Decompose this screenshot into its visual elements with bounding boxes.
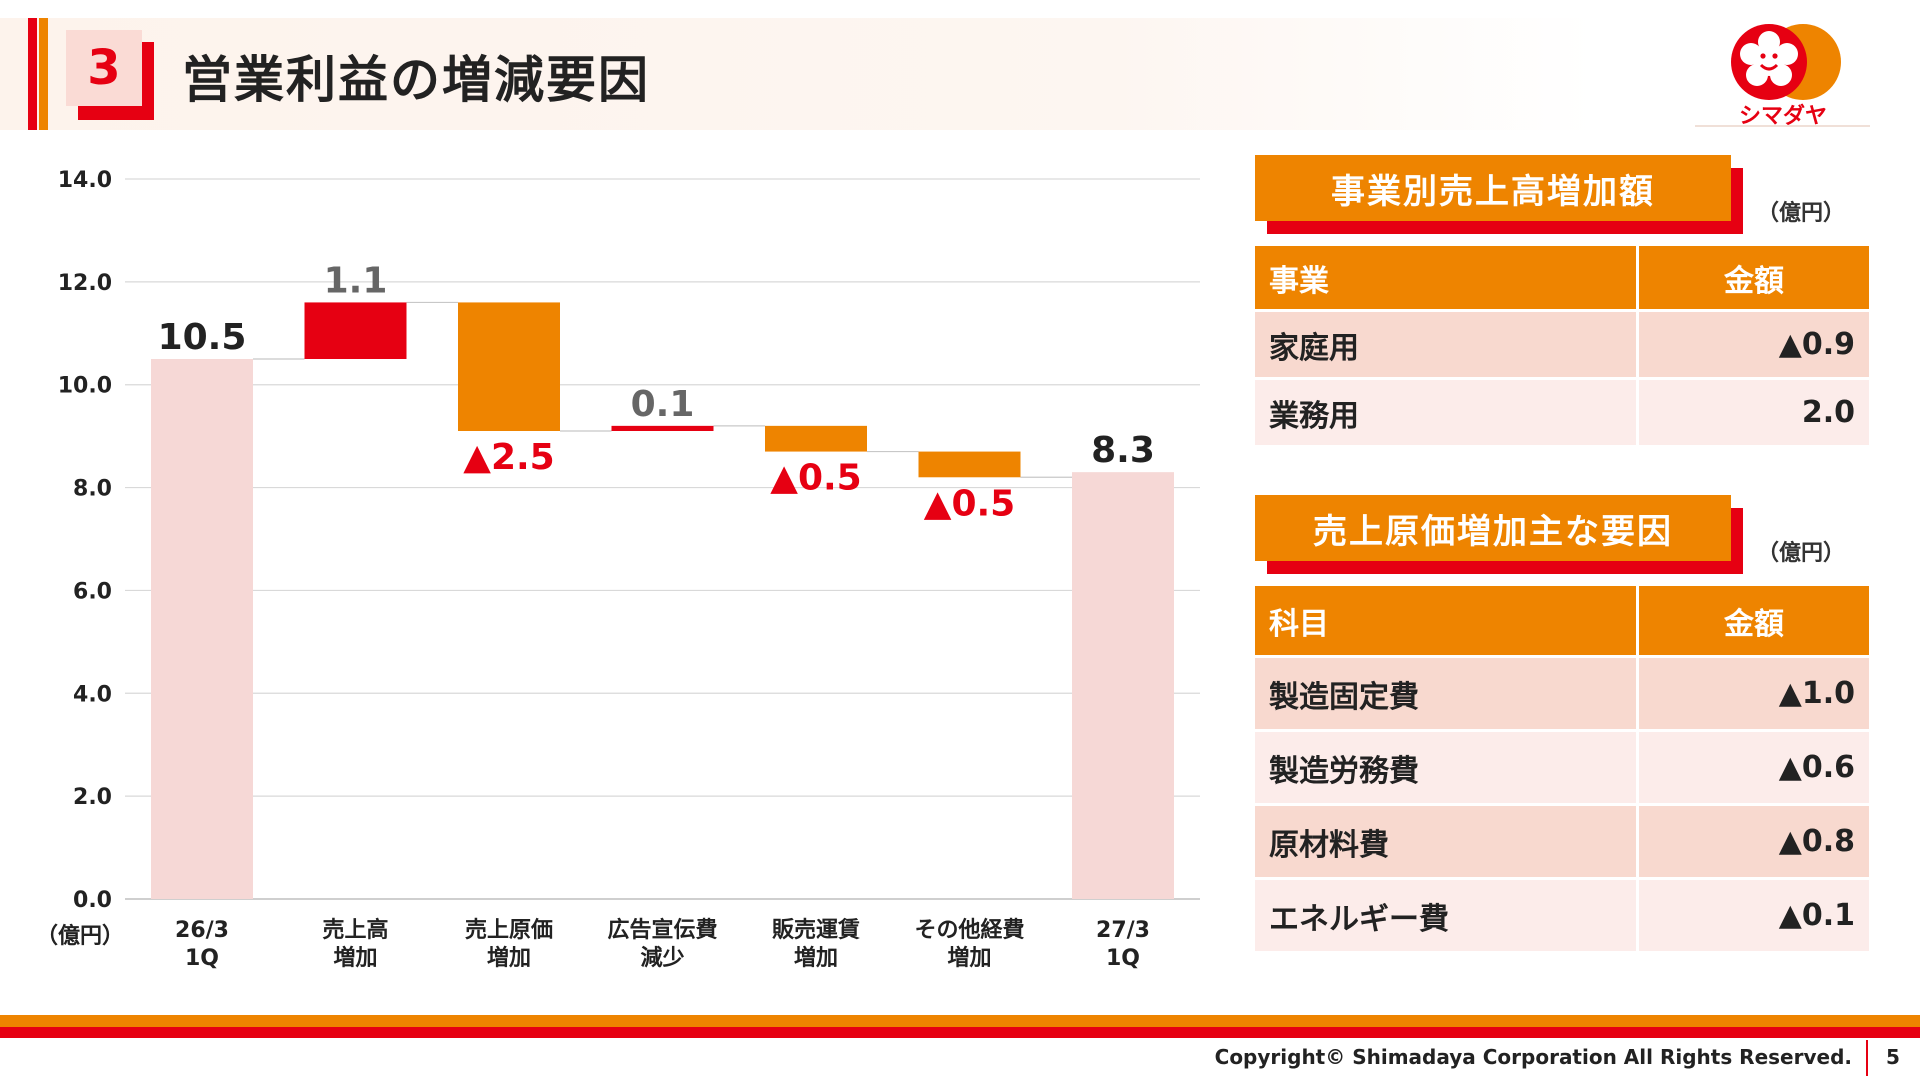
y-tick-label: 6.0 — [73, 579, 112, 604]
x-category-label: 26/3 — [175, 918, 229, 943]
panel2-row4-value: ▲0.1 — [1636, 877, 1872, 954]
panel2-table: 科目 金額 製造固定費 ▲1.0 製造労務費 ▲0.6 原材料費 ▲0.8 エネ… — [1252, 583, 1872, 954]
panel2-row3-name: 原材料費 — [1252, 803, 1639, 880]
waterfall-chart: 0.0 2.0 4.0 6.0 8.0 10.0 12.0 14.0 （億円） 10.5 1.1 ▲2… — [36, 168, 1200, 971]
x-category-label: 増加 — [487, 945, 531, 971]
waterfall-bar — [765, 425, 867, 452]
header-band — [0, 18, 1595, 130]
panel1-table: 事業 金額 家庭用 ▲0.9 業務用 2.0 — [1252, 243, 1872, 448]
panel2-row1-name: 製造固定費 — [1252, 655, 1639, 732]
x-category-label: 売上高 — [322, 917, 388, 943]
x-category-label: 減少 — [640, 946, 684, 971]
table-row: 製造固定費 ▲1.0 — [1252, 655, 1872, 732]
panel2-row4-name: エネルギー費 — [1252, 877, 1639, 954]
waterfall-bar — [611, 425, 714, 431]
table-row: 製造労務費 ▲0.6 — [1252, 729, 1872, 806]
x-category-label: 増加 — [333, 945, 377, 971]
copyright: Copyright© Shimadaya Corporation All Rig… — [1214, 1045, 1852, 1069]
data-label: ▲0.5 — [770, 458, 861, 499]
panel2-header-col2: 金額 — [1636, 583, 1872, 658]
footer-separator — [1866, 1040, 1868, 1076]
table-row: 家庭用 ▲0.9 — [1252, 309, 1872, 380]
panel1-row1-name: 家庭用 — [1252, 309, 1639, 380]
data-label: 8.3 — [1091, 430, 1155, 471]
panel1-row1-value: ▲0.9 — [1636, 309, 1872, 380]
x-category-label: 販売運賃 — [772, 917, 860, 943]
x-category-label: 広告宣伝費 — [607, 917, 717, 943]
waterfall-bar — [918, 451, 1021, 478]
panel2-row2-name: 製造労務費 — [1252, 729, 1639, 806]
panel1-title: 事業別売上高増加額 — [1255, 155, 1731, 221]
data-label: 0.1 — [631, 384, 695, 425]
table-row: 原材料費 ▲0.8 — [1252, 803, 1872, 880]
x-category-label: 増加 — [947, 945, 991, 971]
panel1-row2-value: 2.0 — [1636, 377, 1872, 448]
panel1-header-col2: 金額 — [1636, 243, 1872, 312]
data-label: 1.1 — [324, 260, 388, 301]
data-label: ▲2.5 — [463, 437, 554, 478]
y-unit-label: （億円） — [36, 923, 124, 949]
header-accent-red — [28, 18, 37, 130]
panel2-row1-value: ▲1.0 — [1636, 655, 1872, 732]
shimadaya-logo-icon — [1731, 24, 1841, 100]
logo-underline — [1695, 125, 1870, 127]
panel2-row3-value: ▲0.8 — [1636, 803, 1872, 880]
table-row: 業務用 2.0 — [1252, 377, 1872, 448]
x-category-label: 売上原価 — [465, 917, 553, 943]
page-number: 5 — [1886, 1045, 1900, 1069]
panel1-row2-name: 業務用 — [1252, 377, 1639, 448]
waterfall-bar — [1072, 472, 1174, 899]
x-category-label: 27/3 — [1096, 918, 1150, 943]
panel2-unit: （億円） — [1757, 541, 1846, 566]
section-number: 3 — [66, 30, 142, 106]
data-label: 10.5 — [158, 317, 247, 358]
x-category-label: その他経費 — [914, 917, 1024, 943]
table-row: エネルギー費 ▲0.1 — [1252, 877, 1872, 954]
panel2-title: 売上原価増加主な要因 — [1255, 495, 1731, 561]
x-category-label: 1Q — [1106, 946, 1140, 971]
y-tick-label: 10.0 — [58, 374, 112, 399]
y-tick-label: 0.0 — [73, 888, 112, 913]
waterfall-bar — [304, 302, 407, 359]
footer-stripe-orange — [0, 1015, 1920, 1027]
logo-text: シマダヤ — [1738, 104, 1827, 129]
header-accent-orange — [39, 18, 48, 130]
page-title: 営業利益の増減要因 — [182, 51, 650, 109]
y-tick-label: 14.0 — [58, 168, 112, 193]
y-tick-label: 2.0 — [73, 785, 112, 810]
waterfall-bar — [151, 359, 253, 899]
data-label: ▲0.5 — [924, 483, 1015, 524]
panel1-header-col1: 事業 — [1252, 243, 1639, 312]
y-tick-label: 4.0 — [73, 682, 112, 707]
panel2-header-col1: 科目 — [1252, 583, 1639, 658]
panel2-row2-value: ▲0.6 — [1636, 729, 1872, 806]
waterfall-bar — [458, 302, 560, 431]
panel1-unit: （億円） — [1757, 201, 1846, 226]
y-tick-label: 8.0 — [73, 477, 112, 502]
x-category-label: 1Q — [185, 946, 219, 971]
x-category-label: 増加 — [794, 945, 838, 971]
footer-stripe-red — [0, 1027, 1920, 1038]
y-tick-label: 12.0 — [58, 271, 112, 296]
